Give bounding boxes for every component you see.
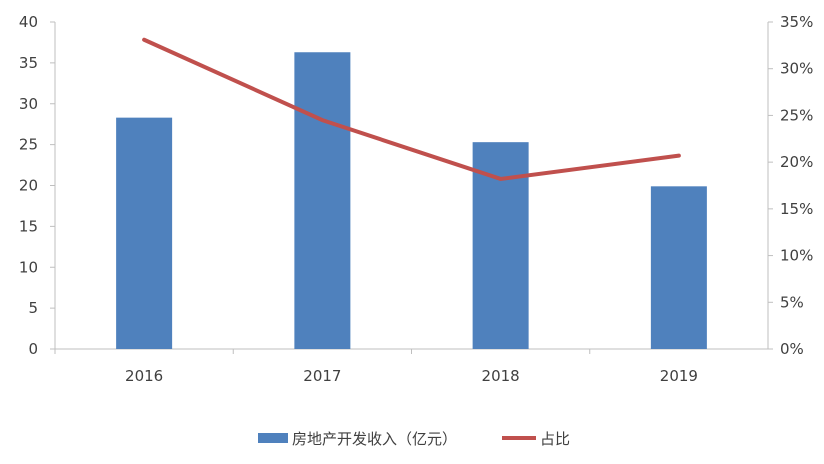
left-tick-label: 10 [19,258,38,276]
right-tick-label: 15% [780,200,813,218]
right-tick-label: 30% [780,60,813,78]
x-tick-label: 2017 [303,367,341,385]
bar-2019 [651,186,707,349]
right-tick-label: 5% [780,293,804,311]
left-tick-label: 30 [19,95,38,113]
right-tick-label: 0% [780,340,804,358]
right-tick-label: 25% [780,106,813,124]
bar-2016 [116,118,172,349]
x-tick-label: 2018 [482,367,520,385]
left-tick-label: 40 [19,13,38,31]
bar-2017 [294,52,350,349]
line-series [144,40,679,179]
right-tick-label: 20% [780,153,813,171]
left-tick-label: 15 [19,217,38,235]
right-tick-label: 10% [780,247,813,265]
left-tick-label: 35 [19,54,38,72]
left-tick-label: 0 [28,340,38,358]
legend-swatch-bar [258,433,288,443]
legend-label-bar: 房地产开发收入（亿元） [292,430,457,448]
right-tick-label: 35% [780,13,813,31]
left-tick-label: 25 [19,136,38,154]
legend-label-line: 占比 [540,430,570,448]
x-tick-label: 2019 [660,367,698,385]
left-tick-label: 20 [19,177,38,195]
x-tick-label: 2016 [125,367,163,385]
left-tick-label: 5 [28,299,38,317]
